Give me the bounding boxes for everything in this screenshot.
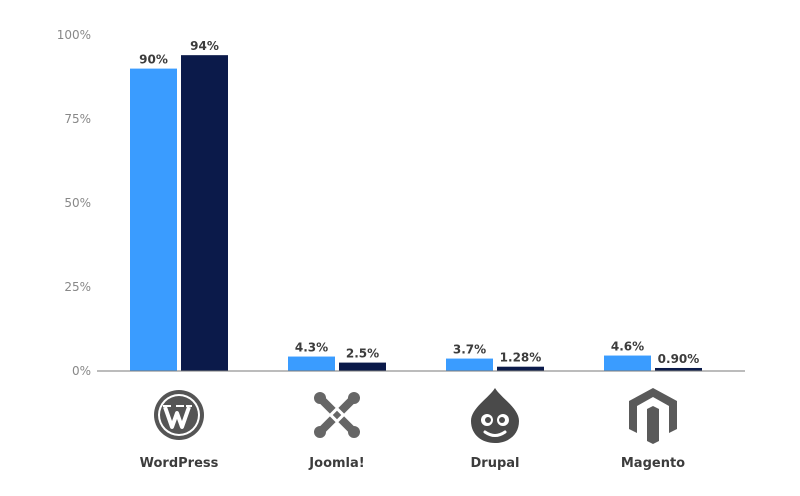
bar-value-label: 4.6%	[611, 340, 644, 354]
bar	[604, 355, 651, 371]
magento-logo-icon	[629, 388, 677, 444]
y-tick-label: 25%	[64, 280, 91, 294]
bar	[655, 367, 702, 371]
bar	[446, 358, 493, 371]
category-label: Drupal	[471, 456, 520, 471]
bar	[339, 362, 386, 371]
category-labels: WordPress Joomla! Drupal Magento	[140, 456, 686, 471]
joomla-logo-icon	[314, 392, 360, 438]
bar	[497, 366, 544, 371]
y-tick-label: 75%	[64, 112, 91, 126]
bar-value-label: 1.28%	[500, 351, 542, 365]
bar	[130, 68, 177, 371]
y-tick-label: 0%	[72, 364, 91, 378]
y-tick-label: 50%	[64, 196, 91, 210]
category-label: Magento	[621, 456, 685, 471]
bar-value-label: 90%	[139, 53, 168, 67]
category-label: Joomla!	[308, 456, 364, 471]
bar-value-label: 4.3%	[295, 341, 328, 355]
y-tick-label: 100%	[57, 28, 91, 42]
bar-value-label: 0.90%	[658, 352, 700, 366]
bar	[181, 55, 228, 371]
bar-value-label: 3.7%	[453, 343, 486, 357]
category-label: WordPress	[140, 456, 219, 471]
bar-value-label: 2.5%	[346, 347, 379, 361]
y-axis-ticks: 0% 25% 50% 75% 100%	[57, 28, 91, 378]
bar-value-label: 94%	[190, 39, 219, 53]
bar	[288, 356, 335, 371]
wordpress-logo-icon	[154, 390, 204, 440]
category-icons	[154, 388, 677, 444]
drupal-logo-icon	[471, 388, 519, 443]
bars: 90% 94% 4.3% 2.5% 3.7% 1.28% 4.6% 0.90%	[130, 39, 702, 371]
